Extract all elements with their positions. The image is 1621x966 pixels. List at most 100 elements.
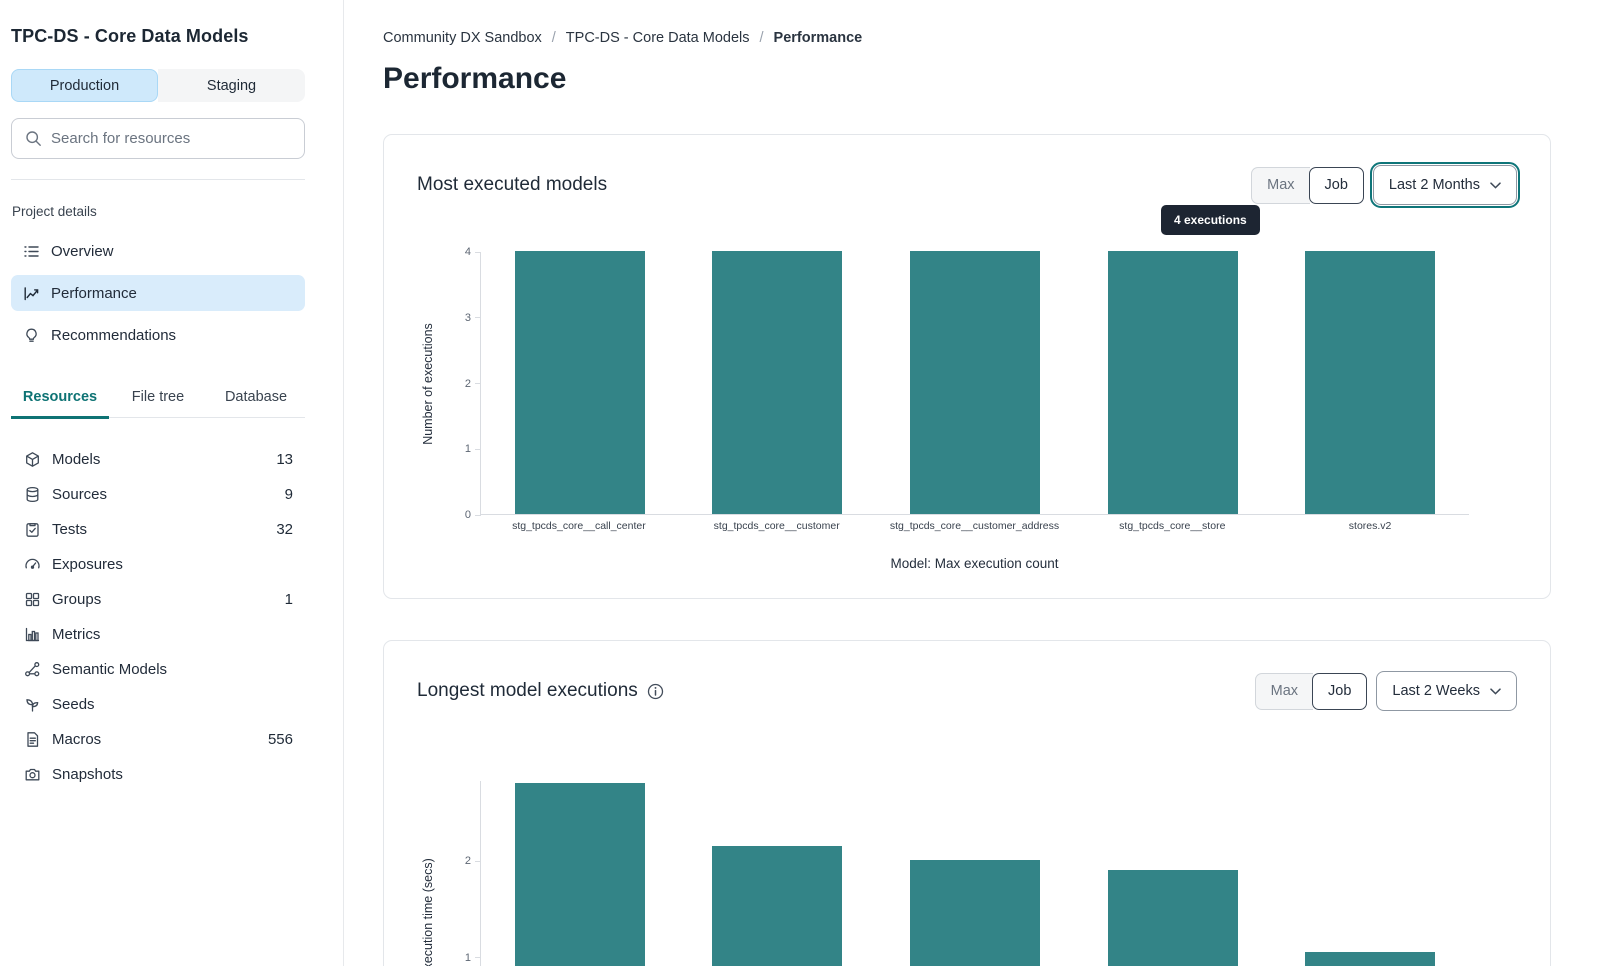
- main-content: Community DX Sandbox / TPC-DS - Core Dat…: [344, 0, 1621, 966]
- resource-item-tests[interactable]: Tests 32: [11, 512, 305, 547]
- plot-area: [475, 781, 1469, 966]
- bar-series-2[interactable]: [910, 860, 1040, 966]
- sidebar-item-recommendations[interactable]: Recommendations: [11, 317, 305, 353]
- cube-icon: [24, 451, 41, 468]
- max-job-toggle: Max Job: [1254, 672, 1368, 710]
- resource-item-label: Semantic Models: [52, 661, 168, 678]
- breadcrumb-project[interactable]: TPC-DS - Core Data Models: [565, 30, 750, 46]
- tab-resources[interactable]: Resources: [11, 379, 109, 419]
- chart-controls: Max Job Last 2 Months: [1251, 161, 1521, 209]
- tab-staging[interactable]: Staging: [158, 69, 305, 102]
- date-range-select[interactable]: Last 2 Weeks: [1376, 671, 1517, 711]
- resource-count: 32: [276, 521, 293, 538]
- branch-icon: [24, 661, 41, 678]
- breadcrumb-current: Performance: [773, 30, 863, 46]
- x-axis-label: stg_tpcds_core__call_center: [512, 520, 646, 532]
- card-title: Most executed models: [417, 174, 608, 195]
- resource-item-label: Macros: [52, 731, 102, 748]
- y-tick-mark: [475, 317, 481, 319]
- resource-item-label: Groups: [52, 591, 102, 608]
- search-box[interactable]: [11, 118, 305, 159]
- y-tick-mark: [475, 383, 481, 384]
- max-button[interactable]: Max: [1251, 166, 1310, 204]
- y-axis-title: Number of executions: [420, 322, 435, 445]
- resource-item-groups[interactable]: Groups 1: [11, 582, 305, 617]
- date-range-value: Last 2 Months: [1388, 177, 1480, 193]
- most-executed-models-card: Most executed models Max Job Last 2 Mont…: [383, 134, 1551, 599]
- tab-database[interactable]: Database: [224, 389, 288, 405]
- card-title: Longest model executions: [417, 680, 638, 701]
- resource-item-macros[interactable]: Macros 556: [11, 722, 305, 757]
- x-axis-title: Model: Max execution count: [890, 556, 1059, 571]
- x-axis-label: stg_tpcds_core__customer_address: [889, 520, 1060, 532]
- info-icon[interactable]: [647, 683, 664, 700]
- sidebar-item-performance[interactable]: Performance: [11, 275, 305, 311]
- breadcrumb-separator: /: [551, 30, 556, 46]
- resource-item-label: Models: [52, 451, 101, 468]
- resource-item-semantic-models[interactable]: Semantic Models: [11, 652, 305, 687]
- y-tick-label: 4: [464, 246, 471, 258]
- longest-model-executions-card: Longest model executions Max Job Last 2 …: [383, 640, 1551, 966]
- breadcrumb-account[interactable]: Community DX Sandbox: [383, 30, 542, 46]
- chevron-down-icon: [1490, 687, 1501, 695]
- y-tick-label: 2: [464, 855, 471, 868]
- chevron-down-icon: [1490, 181, 1501, 189]
- bar-stg_tpcds_core__customer[interactable]: [712, 251, 843, 514]
- resource-item-exposures[interactable]: Exposures: [11, 547, 305, 582]
- job-button[interactable]: Job: [1308, 166, 1364, 204]
- bar-stg_tpcds_core__call_center[interactable]: [514, 251, 645, 514]
- x-axis-label: stores.v2: [1348, 520, 1392, 532]
- y-axis-title: Execution time (secs): [420, 857, 435, 966]
- sidebar-item-label: Performance: [51, 284, 137, 302]
- search-input[interactable]: [51, 130, 291, 147]
- y-tick-label: 0: [464, 509, 471, 521]
- grid-icon: [24, 591, 41, 608]
- y-tick-label: 1: [464, 951, 471, 964]
- resource-count: 13: [276, 451, 293, 468]
- resource-item-label: Sources: [52, 486, 108, 503]
- resource-item-seeds[interactable]: Seeds: [11, 687, 305, 722]
- y-tick-mark: [475, 251, 481, 253]
- resource-count: 9: [284, 486, 293, 503]
- resource-item-sources[interactable]: Sources 9: [11, 477, 305, 512]
- sidebar-item-label: Recommendations: [51, 326, 177, 344]
- x-axis-label: stg_tpcds_core__customer: [713, 520, 840, 532]
- document-icon: [24, 731, 41, 748]
- max-button[interactable]: Max: [1254, 672, 1314, 710]
- bar-series-3[interactable]: [1107, 869, 1238, 966]
- search-icon: [25, 130, 42, 147]
- breadcrumb: Community DX Sandbox / TPC-DS - Core Dat…: [383, 30, 1551, 46]
- bar-stg_tpcds_core__customer_address[interactable]: [910, 251, 1040, 514]
- resource-item-snapshots[interactable]: Snapshots: [11, 757, 305, 792]
- gauge-icon: [24, 556, 41, 573]
- bar-chart-icon: [24, 626, 41, 643]
- job-button[interactable]: Job: [1312, 672, 1368, 710]
- bar-series-1[interactable]: [712, 845, 843, 966]
- resource-item-label: Metrics: [52, 626, 101, 643]
- breadcrumb-separator: /: [759, 30, 764, 46]
- lightbulb-icon: [23, 327, 40, 344]
- sidebar-divider: [11, 179, 305, 180]
- max-job-toggle: Max Job: [1251, 166, 1364, 204]
- resource-list: Models 13 Sources 9 Tests 32 Exposures: [11, 442, 305, 792]
- resource-item-label: Snapshots: [52, 766, 123, 783]
- y-tick-mark: [475, 514, 481, 516]
- camera-icon: [24, 766, 41, 783]
- resource-item-metrics[interactable]: Metrics: [11, 617, 305, 652]
- tab-production[interactable]: Production: [11, 69, 158, 102]
- y-tick-label: 2: [464, 377, 471, 390]
- bar-series-0[interactable]: [514, 782, 645, 966]
- project-sidebar: TPC-DS - Core Data Models Production Sta…: [0, 0, 344, 966]
- bar-stores.v2[interactable]: [1305, 251, 1436, 514]
- bar-stg_tpcds_core__store[interactable]: [1107, 251, 1238, 514]
- sidebar-item-overview[interactable]: Overview: [11, 233, 305, 269]
- resource-item-models[interactable]: Models 13: [11, 442, 305, 477]
- bar-series-4[interactable]: [1305, 951, 1436, 966]
- date-range-select[interactable]: Last 2 Months: [1369, 161, 1521, 209]
- tab-file-tree[interactable]: File tree: [131, 389, 185, 405]
- y-tick-label: 3: [464, 311, 471, 324]
- plot-area: [475, 251, 1469, 516]
- y-axis-ticks: 0 1 2 3 4: [438, 246, 480, 521]
